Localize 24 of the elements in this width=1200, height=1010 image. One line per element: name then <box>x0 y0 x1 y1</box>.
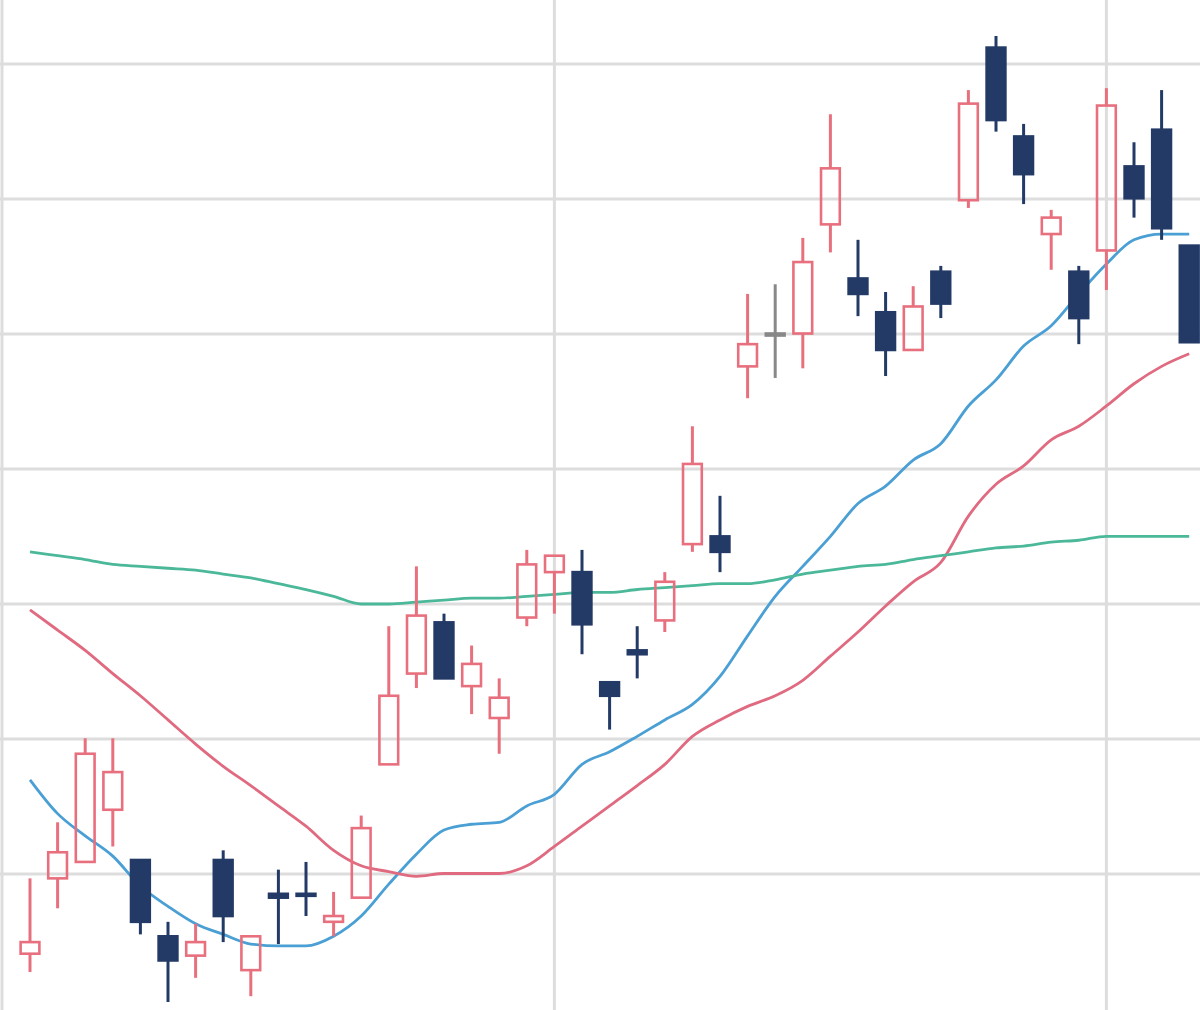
candlestick <box>322 890 345 938</box>
candlestick <box>46 820 69 910</box>
candlestick <box>19 876 41 974</box>
candlestick <box>488 676 510 756</box>
candlestick <box>764 282 786 380</box>
candlestick <box>267 868 290 946</box>
candlestick <box>184 922 207 980</box>
candlestick <box>1123 140 1145 220</box>
candlestick <box>736 292 759 400</box>
candlestick <box>571 548 593 656</box>
candlestick <box>212 848 234 944</box>
candlestick <box>819 112 842 254</box>
candlestick <box>1095 86 1118 292</box>
candlestick <box>792 236 814 370</box>
candlestick <box>874 290 897 378</box>
candlestick <box>681 424 704 554</box>
candlestick <box>460 644 483 716</box>
candlestick <box>157 920 179 1004</box>
candlestick <box>405 564 428 690</box>
candlestick <box>626 624 648 680</box>
candlestick <box>709 494 731 574</box>
candlestick <box>847 238 869 318</box>
candlestick <box>102 736 124 848</box>
candlestick <box>295 860 317 918</box>
